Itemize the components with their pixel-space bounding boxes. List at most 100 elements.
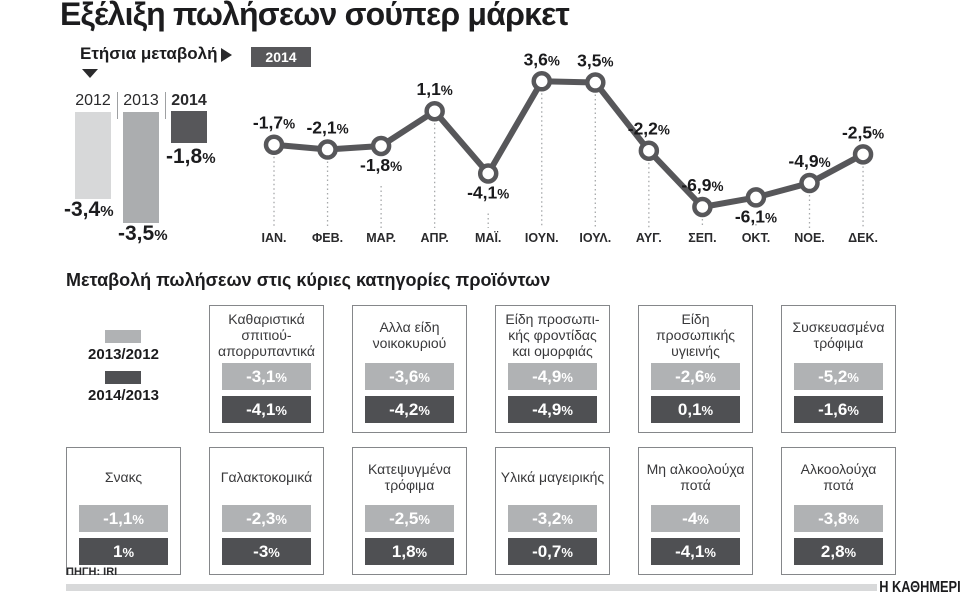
point-value-label: -1,8% [360, 155, 402, 175]
percent-sign: % [819, 155, 831, 170]
category-value-bar-dark: 1,8% [365, 538, 454, 565]
percent-sign: % [275, 370, 287, 385]
category-title: Είδη προσωπικής υγιεινής [655, 311, 736, 359]
percent-sign: % [548, 53, 560, 68]
legend-swatch-2014-2013 [105, 371, 141, 384]
percent-sign: % [497, 186, 509, 201]
percent-sign: % [701, 403, 714, 418]
value-number: -4,9 [532, 400, 562, 419]
month-label: ΟΚΤ. [742, 231, 771, 245]
month-label: ΑΠΡ. [421, 231, 449, 245]
percent-sign: % [100, 203, 114, 220]
value-number: -4,9 [788, 151, 818, 171]
annual-value-2013: -3,5% [118, 222, 168, 246]
value-number: -1,8 [166, 145, 203, 168]
category-box: Αλλα είδη νοικοκυριού -3,6% -4,2% [352, 305, 467, 433]
percent-sign: % [275, 512, 287, 527]
data-point-dot [799, 172, 820, 194]
value-number: -1,1 [103, 509, 133, 528]
value-number: -4 [682, 509, 698, 528]
category-value-bar-dark: -4,2% [365, 396, 454, 423]
year-label-2013: 2013 [123, 92, 159, 109]
month-label: ΦΕΒ. [312, 231, 343, 245]
category-title: Κατεψυγμένα τρόφιμα [367, 461, 452, 493]
year-divider [165, 92, 166, 119]
value-number: -1,8 [360, 155, 390, 175]
percent-sign: % [697, 512, 709, 527]
year-label-2014: 2014 [171, 92, 207, 109]
category-value-bar-light: -5,2% [794, 363, 883, 390]
percent-sign: % [847, 370, 859, 385]
point-value-label: -1,7% [253, 113, 295, 133]
value-number: -0,7 [532, 542, 562, 561]
value-number: -2,3 [246, 509, 276, 528]
data-point-dot [531, 71, 552, 92]
category-value-bar-dark: -4,1% [222, 396, 311, 423]
point-value-label: -2,5% [842, 122, 884, 142]
category-value-bar-light: -2,6% [651, 363, 740, 390]
category-value-bar-light: -1,1% [79, 505, 168, 532]
value-number: -2,5 [389, 509, 419, 528]
percent-sign: % [847, 403, 859, 418]
value-number: -3,8 [818, 509, 848, 528]
legend-label-2014-2013: 2014/2013 [88, 387, 159, 404]
value-number: -6,1 [735, 206, 765, 226]
data-point-dot [692, 196, 713, 218]
month-label: ΙΟΥΝ. [525, 231, 559, 245]
category-title: Μη αλκοολούχα ποτά [646, 461, 745, 493]
percent-sign: % [154, 227, 168, 244]
annual-bar-2014 [171, 111, 207, 143]
category-box: Αλκοολούχα ποτά -3,8% 2,8% [781, 447, 896, 575]
percent-sign: % [765, 210, 777, 225]
value-number: -2,6 [675, 367, 705, 386]
category-title: Καθαριστικά σπιτιού-απορρυπαντικά [217, 311, 316, 359]
point-value-label: -4,9% [788, 151, 830, 171]
category-value-bar-dark: -1,6% [794, 396, 883, 423]
annual-value-2014: -1,8% [166, 145, 216, 169]
category-box: Καθαριστικά σπιτιού-απορρυπαντικά -3,1% -4… [209, 305, 324, 433]
percent-sign: % [441, 83, 453, 98]
value-number: 3,5 [577, 51, 602, 71]
monthly-line-chart: -1,7% -2,1%-1,8%1,1%-4,1%3,6% 3,5%-2,2%-6,… [253, 49, 884, 245]
data-point-dot [745, 187, 767, 208]
category-value-bar-dark: 2,8% [794, 538, 883, 565]
data-point-dot [852, 144, 874, 165]
percent-sign: % [275, 403, 287, 418]
value-number: -3,4 [64, 198, 101, 221]
category-title: Αλλα είδη νοικοκυριού [372, 319, 447, 351]
percent-sign: % [561, 403, 573, 418]
value-number: -4,2 [389, 400, 419, 419]
category-title: Υλικά μαγειρικής [500, 469, 605, 485]
annual-change-label: Ετήσια μεταβολή [80, 44, 218, 63]
point-value-label: -2,1% [306, 118, 348, 138]
category-title: Σνακς [104, 469, 143, 485]
point-value-label: 1,1% [416, 79, 452, 99]
category-title: Είδη προσωπι- κής φροντίδας και ομορφιάς [505, 311, 600, 359]
footer-rule [66, 584, 877, 591]
data-point-dot [585, 72, 606, 93]
category-value-bar-dark: -0,7% [508, 538, 597, 565]
category-value-bar-dark: -4,9% [508, 396, 597, 423]
value-number: 1,8 [391, 542, 416, 561]
annual-bar-2013 [123, 112, 159, 223]
percent-sign: % [601, 55, 613, 70]
legend-swatch-2013-2012 [105, 330, 141, 343]
value-number: -4,9 [532, 367, 562, 386]
value-number: -6,9 [681, 175, 711, 195]
percent-sign: % [711, 179, 723, 194]
month-label: ΝΟΕ. [794, 231, 825, 245]
publisher-logo: Η ΚΑΘΗΜΕΡΙΝΗ [879, 579, 960, 596]
point-value-label: -4,1% [467, 182, 509, 202]
category-title: Συσκευασμένα τρόφιμα [792, 319, 885, 351]
month-label: ΙΟΥΛ. [579, 231, 611, 245]
value-number: -2,5 [842, 122, 872, 142]
section-heading: Μεταβολή πωλήσεων στις κύριες κατηγορίες… [66, 270, 551, 290]
category-box: Κατεψυγμένα τρόφιμα -2,5% 1,8% [352, 447, 467, 575]
year-divider [117, 92, 118, 119]
category-box: Συσκευασμένα τρόφιμα -5,2% -1,6% [781, 305, 896, 433]
value-number: 3,6 [524, 49, 549, 69]
percent-sign: % [561, 512, 573, 527]
data-point-dot [477, 163, 499, 184]
value-number: -4,1 [675, 542, 705, 561]
percent-sign: % [561, 370, 573, 385]
